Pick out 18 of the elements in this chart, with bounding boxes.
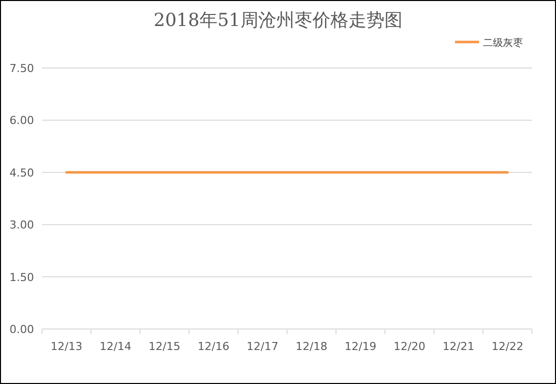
legend-label: 二级灰枣	[483, 37, 523, 49]
x-tick-label: 12/14	[100, 340, 132, 353]
x-tick-label: 12/13	[50, 340, 82, 353]
x-tick-label: 12/17	[246, 340, 278, 353]
x-tick-label: 12/16	[198, 340, 230, 353]
x-tick-label: 12/15	[148, 340, 180, 353]
y-tick-label: 7.50	[10, 62, 34, 75]
y-tick-label: 1.50	[10, 270, 34, 284]
x-tick-label: 12/20	[394, 340, 426, 353]
y-tick-label: 4.50	[10, 166, 34, 180]
y-tick-label: 3.00	[10, 218, 34, 232]
y-tick-label: 0.00	[10, 323, 34, 336]
x-tick-label: 12/18	[296, 340, 328, 353]
y-tick-label: 6.00	[10, 114, 34, 128]
x-tick-label: 12/19	[344, 340, 376, 353]
chart-title: 2018年51周沧州枣价格走势图	[154, 10, 402, 31]
x-tick-label: 12/22	[492, 340, 524, 353]
x-tick-label: 12/21	[442, 340, 474, 353]
